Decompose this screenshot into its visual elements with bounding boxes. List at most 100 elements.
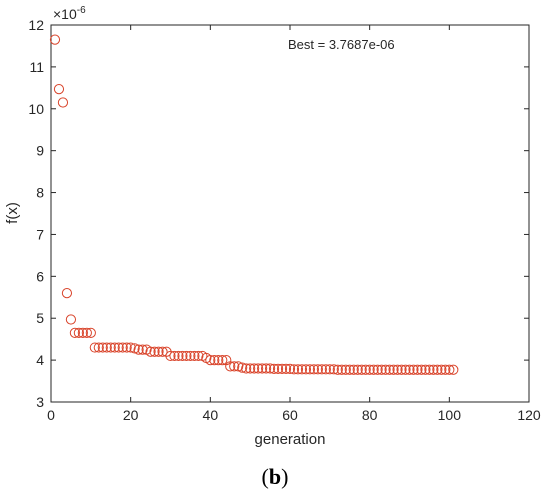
- data-point: [77, 327, 88, 338]
- data-point: [53, 83, 65, 95]
- data-point: [316, 364, 327, 375]
- y-axis-exponent-power: -6: [77, 5, 86, 16]
- data-point: [153, 346, 164, 357]
- data-point: [121, 342, 132, 353]
- data-point: [432, 364, 443, 375]
- x-tick-label: 80: [362, 407, 378, 423]
- data-point: [157, 346, 168, 357]
- data-point: [57, 97, 69, 108]
- data-point: [384, 364, 395, 375]
- data-point: [117, 342, 128, 353]
- data-point: [324, 364, 335, 375]
- data-point: [396, 364, 407, 375]
- data-point: [340, 364, 351, 375]
- data-point: [253, 363, 264, 374]
- x-tick-label: 100: [438, 407, 462, 423]
- data-point: [205, 355, 216, 366]
- data-point: [264, 363, 276, 374]
- y-axis-exponent: ×10-6: [53, 5, 86, 22]
- data-point: [193, 350, 204, 362]
- data-point: [257, 363, 268, 374]
- y-tick-label: 6: [36, 268, 44, 284]
- data-point: [356, 364, 367, 375]
- data-point: [225, 361, 236, 372]
- data-point: [101, 342, 112, 353]
- chart: 0 20 40 60 80 100 120 3 4 5 6 7 8 9 10 11 12 ×10-6 Best …: [4, 5, 541, 448]
- data-point: [312, 364, 323, 375]
- data-points: [49, 34, 459, 375]
- data-point: [129, 343, 140, 354]
- data-point: [404, 364, 415, 375]
- data-point: [89, 342, 100, 353]
- data-point: [336, 364, 347, 375]
- data-point: [284, 363, 296, 375]
- plot-area: [50, 24, 530, 403]
- data-point: [348, 364, 359, 375]
- data-point: [73, 327, 84, 338]
- data-point: [113, 342, 124, 353]
- data-point: [85, 327, 96, 338]
- figure-caption: (b): [0, 464, 550, 490]
- data-point: [185, 350, 196, 362]
- data-point: [288, 364, 300, 375]
- data-point: [304, 364, 316, 375]
- x-tick-label: 60: [282, 407, 298, 423]
- data-point: [400, 364, 411, 375]
- data-point: [408, 364, 419, 375]
- data-point: [268, 363, 280, 375]
- data-point: [97, 342, 108, 353]
- data-point: [149, 346, 160, 357]
- data-point: [217, 355, 228, 366]
- data-point: [249, 363, 260, 374]
- data-point: [344, 364, 355, 375]
- y-tick-label: 10: [28, 101, 44, 117]
- data-point: [177, 350, 188, 362]
- data-point: [173, 350, 184, 362]
- data-point: [280, 363, 292, 375]
- data-point: [328, 364, 339, 375]
- y-tick-label: 4: [36, 352, 44, 368]
- data-point: [213, 355, 224, 366]
- data-point: [352, 364, 363, 375]
- data-point: [65, 314, 77, 325]
- data-point: [276, 363, 288, 375]
- data-point: [360, 364, 371, 375]
- data-point: [245, 363, 256, 374]
- data-point: [49, 34, 61, 45]
- data-point: [272, 363, 284, 375]
- data-point: [412, 364, 423, 375]
- data-point: [308, 364, 319, 375]
- data-point: [420, 364, 431, 375]
- caption-open: (: [261, 464, 269, 489]
- data-point: [296, 364, 308, 375]
- data-point: [233, 361, 244, 372]
- y-tick-label: 7: [36, 226, 44, 242]
- data-point: [145, 346, 156, 357]
- data-point: [332, 364, 343, 375]
- data-point: [392, 364, 403, 375]
- data-point: [448, 364, 459, 375]
- x-tick-label: 40: [203, 407, 219, 423]
- data-point: [133, 344, 144, 355]
- data-point: [229, 361, 240, 372]
- x-tick-label: 120: [517, 407, 541, 423]
- data-point: [300, 364, 312, 375]
- data-point: [368, 364, 379, 375]
- y-axis-exponent-base: ×10: [53, 6, 77, 22]
- data-point: [165, 350, 176, 362]
- y-tick-label: 9: [36, 143, 44, 159]
- data-point: [209, 355, 220, 366]
- data-point: [428, 364, 439, 375]
- data-point: [61, 287, 73, 299]
- caption-letter: b: [268, 464, 282, 489]
- data-point: [125, 342, 136, 353]
- data-point: [137, 344, 148, 355]
- data-point: [292, 364, 304, 375]
- data-point: [237, 362, 248, 373]
- y-tick-label: 8: [36, 185, 44, 201]
- y-tick-label: 11: [29, 59, 44, 75]
- data-point: [444, 364, 455, 375]
- data-point: [436, 364, 447, 375]
- data-point: [364, 364, 375, 375]
- caption-close: ): [281, 464, 289, 489]
